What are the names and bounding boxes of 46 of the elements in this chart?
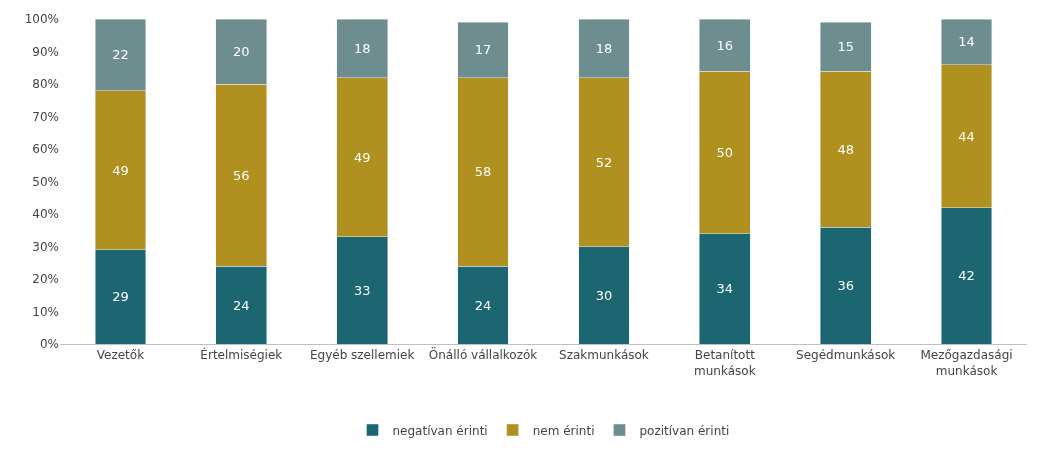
data-label: 17: [474, 42, 492, 58]
legend-label: negatívan érinti: [392, 423, 488, 438]
y-tick-label: 10%: [32, 304, 59, 319]
data-label: 24: [474, 297, 492, 313]
y-tick-label: 40%: [32, 207, 59, 222]
y-tick-label: 0%: [39, 337, 59, 352]
data-label: 34: [716, 281, 734, 297]
data-label: 52: [595, 154, 613, 170]
data-label: 18: [595, 40, 613, 56]
x-tick-label: Segédmunkások: [796, 348, 896, 363]
data-label: 44: [958, 128, 975, 144]
y-tick-label: 90%: [32, 44, 59, 59]
y-tick-label: 30%: [32, 239, 59, 254]
data-label: 20: [233, 44, 250, 59]
data-label: 30: [595, 287, 613, 303]
data-label: 42: [958, 268, 975, 284]
data-label: 56: [233, 167, 250, 183]
y-tick-label: 60%: [32, 142, 59, 157]
y-tick-label: 20%: [32, 272, 59, 287]
data-label: 58: [474, 164, 492, 180]
data-label: 15: [837, 39, 854, 55]
data-label: 49: [353, 149, 371, 165]
x-tick-label: Egyéb szellemiek: [309, 348, 415, 363]
x-tick-label: Szakmunkások: [559, 348, 649, 363]
x-tick-label: Önálló vállalkozók: [428, 346, 538, 363]
legend-label: pozitívan érinti: [639, 423, 730, 438]
data-label: 36: [837, 278, 854, 293]
data-label: 29: [112, 289, 129, 305]
x-tick-label: Vezetők: [96, 348, 145, 363]
data-label: 24: [233, 297, 250, 313]
x-tick-label: Értelmiségiek: [200, 347, 283, 363]
y-tick-label: 80%: [32, 77, 59, 92]
y-tick-label: 100%: [24, 12, 59, 27]
x-tick-label: Mezőgazdasági munkások: [920, 348, 1013, 378]
legend-label: nem érinti: [532, 423, 595, 438]
data-label: 18: [353, 40, 371, 56]
data-label: 50: [716, 144, 734, 160]
data-label: 49: [112, 162, 129, 178]
x-tick-label: Betanított munkások: [694, 348, 756, 378]
data-label: 22: [112, 47, 129, 63]
data-label: 16: [716, 37, 734, 53]
data-label: 14: [958, 34, 975, 50]
data-label: 33: [353, 282, 371, 298]
data-label: 48: [837, 141, 854, 157]
y-tick-label: 50%: [32, 174, 59, 189]
y-tick-label: 70%: [32, 109, 59, 124]
